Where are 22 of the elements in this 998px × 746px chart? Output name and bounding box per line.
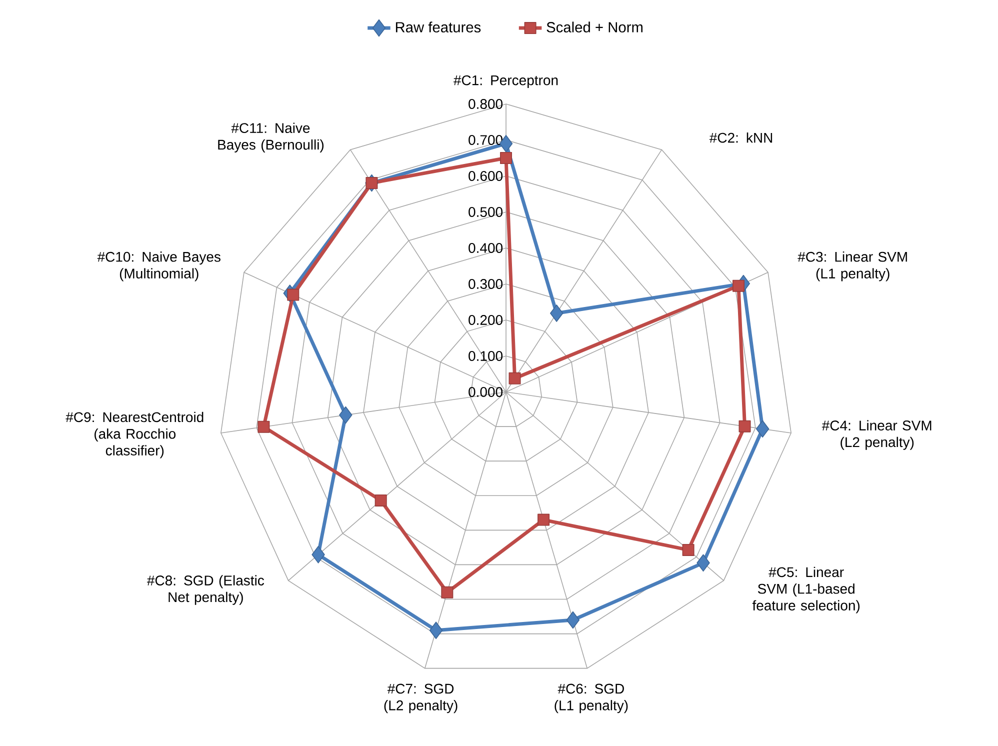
spoke-label: #C6: SGD (L1 penalty) [554, 684, 628, 714]
spoke-label: #C5: Linear SVM (L1-based feature selection) [752, 566, 860, 614]
y-tick-label: 0.500 [468, 207, 503, 217]
spoke-label: #C10: Naive Bayes (Multinomial) [97, 252, 220, 282]
spoke-label: #C2: kNN [709, 132, 772, 143]
y-tick-label: 0.200 [468, 315, 503, 325]
legend-label: Scaled + Norm [546, 22, 642, 32]
spoke-label: #C8: SGD (Elastic Net penalty) [147, 575, 264, 605]
spoke-label: #C3: Linear SVM (L1 penalty) [798, 252, 907, 282]
spoke-label: #C4: Linear SVM (L2 penalty) [822, 420, 932, 450]
y-tick-label: 0.700 [468, 135, 503, 145]
spoke-label: #C9: NearestCentroid (aka Rocchio classifier) [66, 412, 204, 458]
y-tick-label: 0.100 [468, 351, 503, 361]
y-tick-label: 0.800 [468, 99, 503, 109]
y-tick-label: 0.000 [468, 387, 503, 397]
y-tick-label: 0.600 [468, 171, 503, 181]
spoke-label: #C11: Naive Bayes (Bernoulli) [218, 122, 324, 152]
spoke-label: #C1: Perceptron [454, 75, 558, 88]
y-tick-label: 0.400 [468, 243, 503, 253]
legend-label: Raw features [396, 22, 481, 32]
y-tick-label: 0.300 [468, 279, 503, 289]
spoke-label: #C7: SGD (L2 penalty) [384, 684, 458, 714]
